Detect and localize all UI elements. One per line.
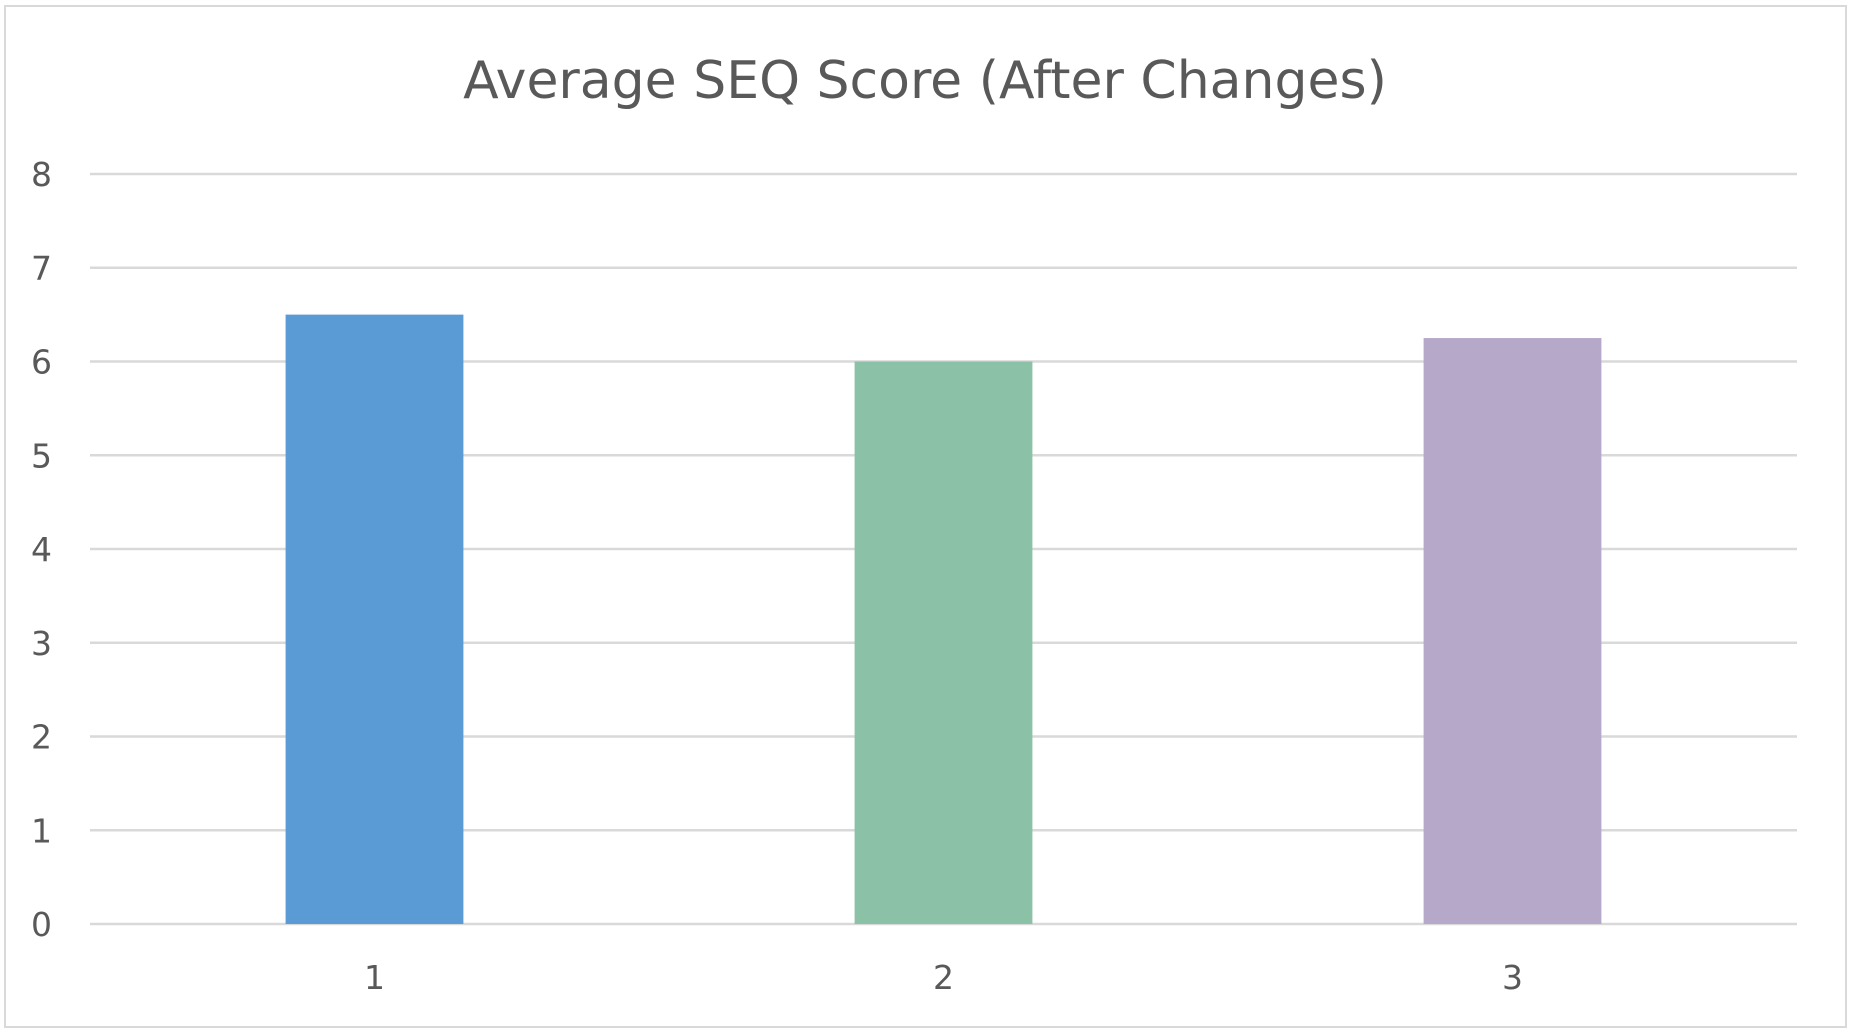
y-tick-label: 7: [31, 249, 52, 288]
y-tick-label: 8: [31, 155, 52, 194]
y-tick-label: 2: [31, 718, 52, 757]
y-tick-label: 1: [31, 811, 52, 850]
x-axis-tick-labels: 1 2 3: [364, 958, 1523, 997]
chart-title: Average SEQ Score (After Changes): [463, 51, 1387, 111]
x-tick-label: 1: [364, 958, 385, 997]
bars: [285, 314, 1602, 924]
y-tick-label: 3: [31, 624, 52, 663]
y-tick-label: 6: [31, 343, 52, 382]
bar-3: [1423, 338, 1602, 924]
bar-1: [285, 314, 464, 924]
y-tick-label: 4: [31, 530, 52, 569]
y-tick-label: 5: [31, 436, 52, 475]
x-tick-label: 2: [933, 958, 954, 997]
y-axis-tick-labels: 0 1 2 3 4 5 6 7 8: [31, 155, 52, 944]
x-tick-label: 3: [1502, 958, 1523, 997]
bar-2: [854, 361, 1033, 924]
y-tick-label: 0: [31, 905, 52, 944]
